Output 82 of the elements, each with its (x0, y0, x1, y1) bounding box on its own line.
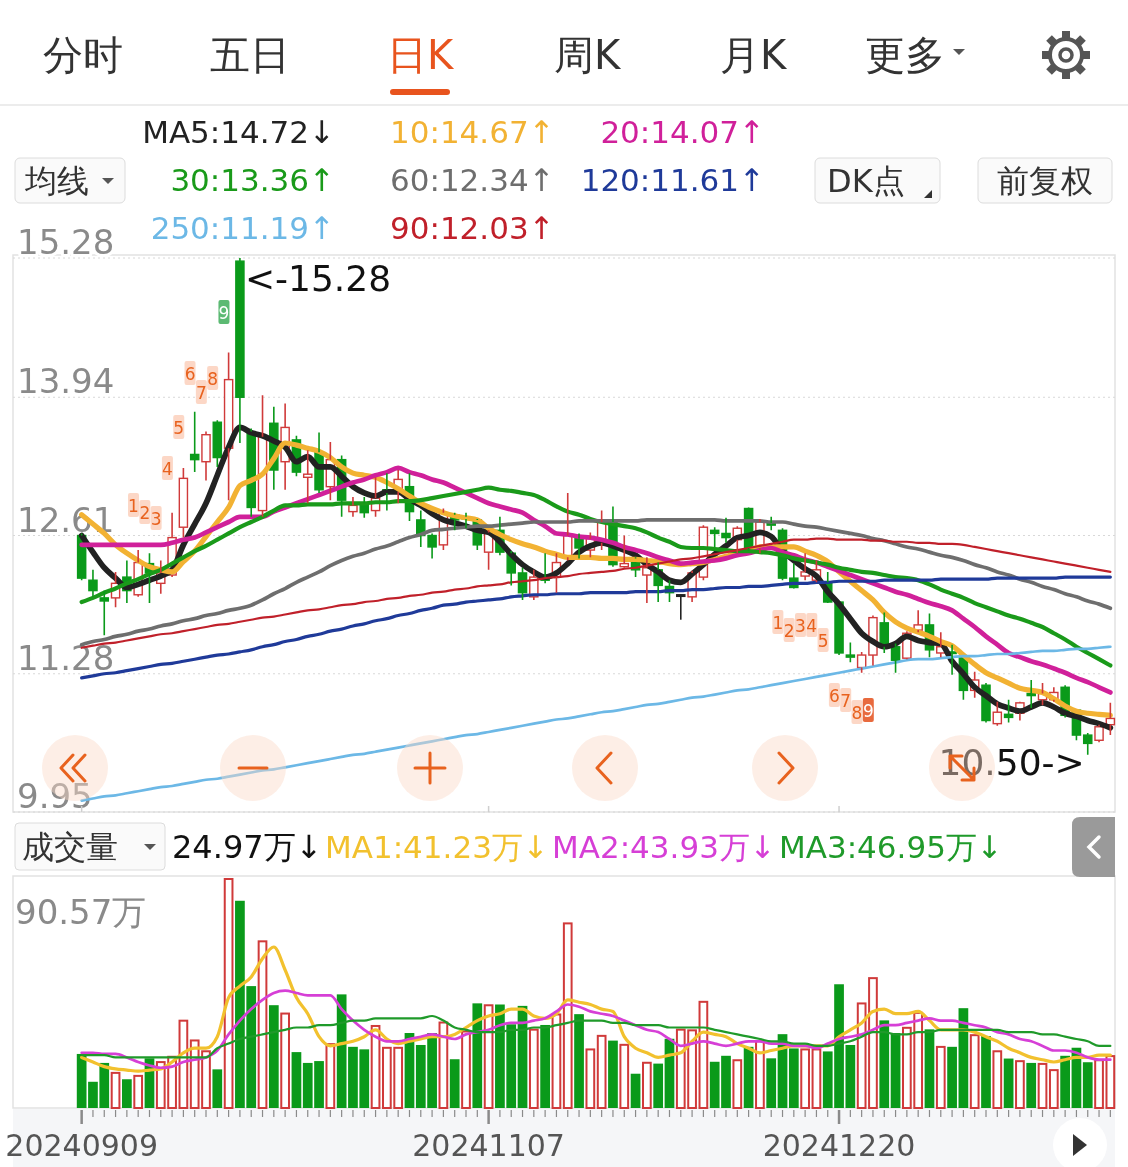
bar (472, 1003, 483, 1108)
bar (1015, 1060, 1025, 1109)
bar (551, 1013, 562, 1109)
text: 周K (553, 32, 622, 78)
y-tick-label: 13.94 (17, 361, 115, 402)
x-tick-label: 20241107 (412, 1127, 565, 1163)
text: 日K (386, 32, 455, 78)
bar (1037, 1062, 1048, 1109)
annotation: 90.57万 (15, 892, 147, 932)
bar (596, 1034, 607, 1109)
text: 20:14.07↑ (600, 114, 765, 150)
text: 250:11.19↑ (150, 210, 335, 246)
bar (800, 1048, 810, 1109)
annotation: <-15.28 (244, 257, 392, 299)
bar (935, 1045, 946, 1109)
bar (1060, 1055, 1070, 1108)
bar (122, 1079, 132, 1108)
bar (1082, 1062, 1093, 1108)
bar (981, 1036, 991, 1108)
bar (257, 940, 268, 1109)
y-tick-label: 9.95 (17, 776, 93, 816)
x-tick-label: 20240909 (5, 1127, 158, 1163)
bar (449, 1059, 460, 1108)
bar (788, 1048, 799, 1108)
text: DK点 (827, 162, 905, 200)
bar (268, 1005, 279, 1108)
text: 24.97万↓ (172, 828, 323, 866)
text: 分时 (43, 32, 123, 78)
text: 月K (719, 32, 788, 78)
text: 120:11.61↑ (580, 162, 765, 198)
bar (608, 1040, 618, 1108)
bar (642, 1061, 652, 1109)
bar (291, 1052, 302, 1108)
bar (585, 1048, 596, 1109)
text: 前复权 (997, 162, 1093, 200)
bar (1003, 1058, 1014, 1108)
x-tick-label: 20241220 (762, 1127, 916, 1163)
bar (133, 1074, 144, 1109)
text: MA3:46.95万↓ (779, 829, 1003, 865)
bar (755, 1040, 765, 1109)
text: 更多 (865, 32, 945, 78)
y-tick-label: 11.28 (17, 637, 115, 678)
y-tick-label: 15.28 (17, 222, 115, 262)
bar (992, 1050, 1003, 1109)
bar (924, 1029, 935, 1108)
bar (890, 1033, 901, 1108)
bar (461, 1030, 471, 1109)
chart-title: 成交量 (22, 828, 118, 866)
bar (879, 1020, 890, 1108)
text: MA2:43.93万↓ (552, 829, 776, 865)
bar (178, 1019, 189, 1109)
bar (574, 1014, 584, 1108)
bar (223, 878, 234, 1109)
bar (110, 1071, 121, 1109)
bar (630, 1073, 641, 1108)
bar (325, 1043, 336, 1109)
bar (653, 1063, 664, 1108)
text: 90:12.03↑ (390, 210, 555, 246)
bar (811, 1048, 822, 1109)
text: 五日 (210, 32, 290, 78)
bar (766, 1058, 777, 1108)
bar (483, 1004, 494, 1109)
bar (212, 1069, 223, 1108)
bar (619, 1043, 630, 1109)
bar (528, 1028, 539, 1109)
text: MA1:41.23万↓ (325, 829, 549, 865)
bar (562, 922, 573, 1109)
bar (732, 1059, 743, 1109)
bar (969, 1034, 980, 1109)
text: 60:12.34↑ (390, 162, 555, 198)
text: 30:13.36↑ (170, 162, 335, 198)
bar (370, 1024, 381, 1109)
bar (1048, 1069, 1059, 1109)
bar (1026, 1062, 1037, 1108)
bar (947, 1046, 957, 1108)
text: 10:14.67↑ (390, 114, 555, 150)
bar (438, 1021, 449, 1109)
text: MA5:14.72↓ (142, 114, 335, 150)
bar (698, 1000, 709, 1109)
bar (540, 1024, 550, 1108)
text: 均线 (24, 162, 89, 200)
bar (280, 1012, 290, 1109)
